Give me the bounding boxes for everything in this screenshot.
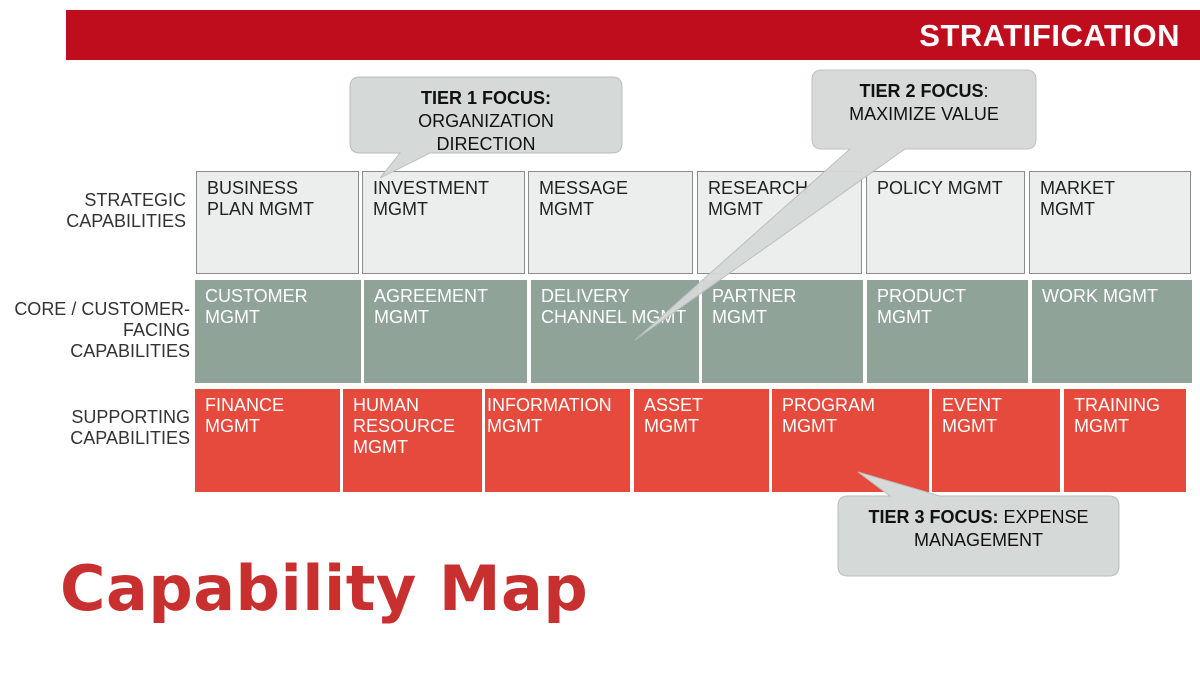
strategic-cell-investment: INVESTMENT MGMT [362,171,525,274]
banner-title: STRATIFICATION [919,18,1180,53]
strategic-cell-business-plan: BUSINESS PLAN MGMT [196,171,359,274]
support-cell-human-resource: HUMAN RESOURCE MGMT [343,389,482,492]
support-cell-finance: FINANCE MGMT [195,389,340,492]
support-cell-program: PROGRAM MGMT [772,389,929,492]
core-cell-partner: PARTNER MGMT [702,280,863,383]
support-cell-training: TRAINING MGMT [1064,389,1186,492]
tier3-callout-text: TIER 3 FOCUS: EXPENSE MANAGEMENT [868,507,1089,550]
strategic-cell-message: MESSAGE MGMT [528,171,693,274]
header-banner: STRATIFICATION [66,10,1200,60]
strategic-cell-market: MARKET MGMT [1029,171,1191,274]
page-title: Capability Map [60,552,589,625]
support-cell-event: EVENT MGMT [932,389,1060,492]
row-label-core: CORE / CUSTOMER- FACING CAPABILITIES [14,299,190,361]
core-cell-product: PRODUCT MGMT [867,280,1028,383]
core-cell-delivery-channel: DELIVERY CHANNEL MGMT [531,280,699,383]
row-label-supporting: SUPPORTING CAPABILITIES [70,407,190,448]
tier3-callout-bubble [837,471,1120,577]
core-cell-work: WORK MGMT [1032,280,1192,383]
tier2-callout-text: TIER 2 FOCUS: MAXIMIZE VALUE [849,81,999,124]
core-cell-customer: CUSTOMER MGMT [195,280,361,383]
tier1-callout-text: TIER 1 FOCUS: ORGANIZATION DIRECTION [418,88,554,154]
tier1-callout-bubble [349,76,623,179]
support-cell-asset: ASSET MGMT [634,389,769,492]
strategic-cell-policy: POLICY MGMT [866,171,1025,274]
row-label-strategic: STRATEGIC CAPABILITIES [66,190,186,231]
core-cell-agreement: AGREEMENT MGMT [364,280,527,383]
support-cell-information: INFORMATION MGMT [485,389,630,492]
tier2-callout-bubble [634,69,1037,341]
